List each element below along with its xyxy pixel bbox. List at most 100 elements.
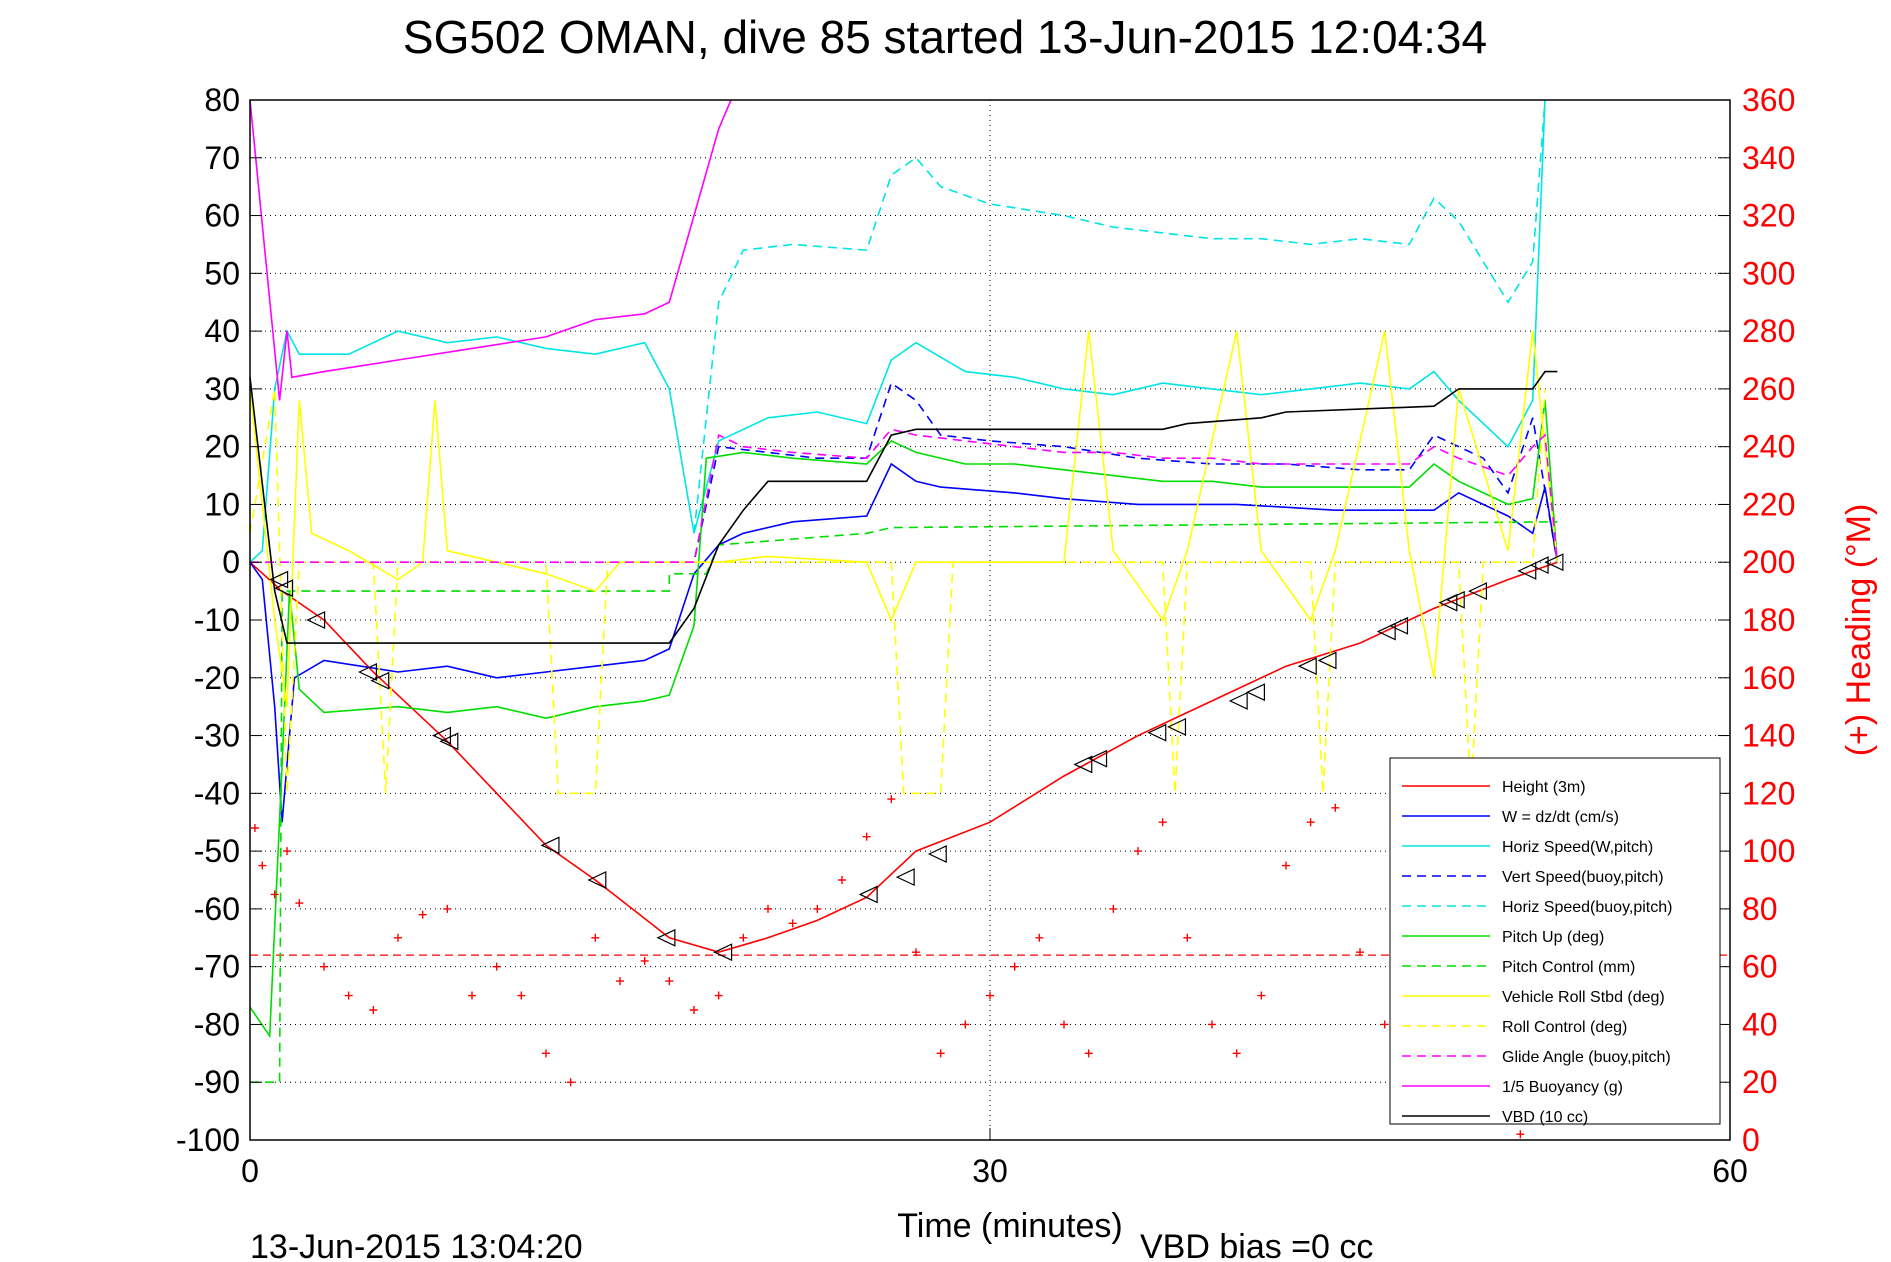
triangle-marker [1544, 553, 1564, 572]
data-layer [249, 99, 1730, 1139]
triangle-marker [431, 726, 451, 745]
y2-tick-label: 360 [1742, 82, 1795, 118]
y2-tick-label: 280 [1742, 313, 1795, 349]
triangle-marker [306, 611, 326, 629]
heading-point [394, 933, 402, 942]
heading-point [1257, 991, 1266, 1000]
heading-point [788, 919, 797, 928]
y-tick-label: 20 [204, 429, 240, 465]
chart-title: SG502 OMAN, dive 85 started 13-Jun-2015 … [403, 11, 1487, 63]
y2-tick-label: 340 [1742, 140, 1795, 176]
heading-point [1232, 1049, 1241, 1058]
triangle-marker [656, 928, 676, 947]
triangle-marker [1445, 590, 1465, 609]
y-tick-label: -20 [194, 660, 240, 696]
y-tick-label: -90 [194, 1064, 240, 1100]
series-line-4 [693, 99, 1546, 534]
y2-tick-label: 100 [1742, 833, 1795, 869]
heading-point [443, 904, 452, 913]
heading-point [1084, 1049, 1093, 1058]
triangle-marker [269, 570, 289, 589]
series-line-3 [669, 381, 1559, 563]
x-tick-label: 60 [1712, 1153, 1748, 1189]
triangle-marker [274, 579, 294, 598]
series-line-1 [249, 462, 1559, 823]
heading-point [665, 977, 674, 986]
y-tick-label: 40 [204, 313, 240, 349]
legend-label-4: Horiz Speed(buoy,pitch) [1502, 899, 1672, 916]
x-tick-label: 30 [972, 1153, 1008, 1189]
y-tick-label: -70 [194, 949, 240, 985]
heading-point [1516, 1130, 1525, 1139]
y2-tick-label: 140 [1742, 718, 1795, 754]
footer-timestamp: 13-Jun-2015 13:04:20 [250, 1228, 583, 1262]
triangle-marker [587, 871, 607, 889]
triangle-marker [1167, 717, 1187, 736]
heading-point [517, 991, 526, 1000]
y2-tick-label: 180 [1742, 602, 1795, 638]
triangle-marker [1376, 622, 1396, 641]
heading-point [1356, 948, 1364, 957]
y-tick-label: -80 [194, 1006, 240, 1042]
y2-tick-label: 320 [1742, 198, 1795, 234]
triangle-marker [1228, 691, 1248, 710]
heading-point [1282, 861, 1290, 870]
x-tick-label: 0 [241, 1153, 259, 1189]
heading-point [887, 795, 896, 804]
y-tick-label: -10 [194, 602, 240, 638]
heading-point [295, 899, 304, 908]
heading-point [418, 910, 427, 919]
series-line-10 [249, 99, 732, 401]
triangle-marker [895, 868, 915, 887]
legend-label-10: 1/5 Buoyancy (g) [1502, 1079, 1623, 1096]
legend-label-6: Pitch Control (mm) [1502, 959, 1635, 976]
triangle-marker [1529, 556, 1549, 575]
heading-point [714, 991, 723, 1000]
triangle-marker [1517, 561, 1537, 580]
legend-label-0: Height (3m) [1502, 779, 1586, 796]
heading-point [936, 1049, 945, 1058]
triangle-marker [1389, 616, 1409, 635]
heading-point [912, 948, 920, 957]
legend-box [1389, 757, 1721, 1125]
heading-point [258, 861, 267, 870]
heading-point [1109, 904, 1118, 913]
y-tick-label: -50 [194, 833, 240, 869]
heading-point [468, 991, 476, 1000]
y2-tick-label: 0 [1742, 1122, 1760, 1158]
y2-tick-label: 200 [1742, 544, 1795, 580]
legend-label-9: Glide Angle (buoy,pitch) [1502, 1049, 1671, 1066]
legend-label-3: Vert Speed(buoy,pitch) [1502, 869, 1664, 886]
series-line-6 [250, 521, 1558, 1083]
y-tick-label: 80 [204, 82, 240, 118]
legend-label-2: Horiz Speed(W,pitch) [1502, 839, 1653, 856]
heading-point [542, 1049, 550, 1058]
heading-point [1306, 818, 1315, 827]
heading-point [344, 991, 353, 1000]
y-tick-label: -30 [194, 718, 240, 754]
triangle-marker [540, 836, 560, 855]
y-tick-label: 10 [204, 486, 240, 522]
series-line-0 [249, 561, 1558, 954]
heading-point [283, 847, 291, 856]
heading-point [1380, 1020, 1389, 1029]
triangle-marker [1147, 723, 1167, 742]
heading-point [492, 962, 501, 971]
triangle-marker [1073, 755, 1093, 774]
series-line-8 [249, 388, 1546, 795]
y-tick-label: -100 [176, 1122, 240, 1158]
triangle-marker [927, 845, 947, 863]
triangle-marker [858, 885, 878, 904]
y2-tick-label: 20 [1742, 1064, 1778, 1100]
y2-tick-label: 300 [1742, 255, 1795, 291]
y-tick-label: -60 [194, 891, 240, 927]
heading-point [986, 991, 994, 1000]
series-line-2 [249, 99, 1546, 563]
y-tick-label: 0 [222, 544, 240, 580]
y2-tick-label: 40 [1742, 1006, 1778, 1042]
legend-label-1: W = dz/dt (cm/s) [1502, 809, 1619, 826]
y2-tick-label: 260 [1742, 371, 1795, 407]
legend-label-5: Pitch Up (deg) [1502, 929, 1604, 946]
legend: Height (3m) W = dz/dt (cm/s) Horiz Speed(W… [1389, 757, 1721, 1126]
